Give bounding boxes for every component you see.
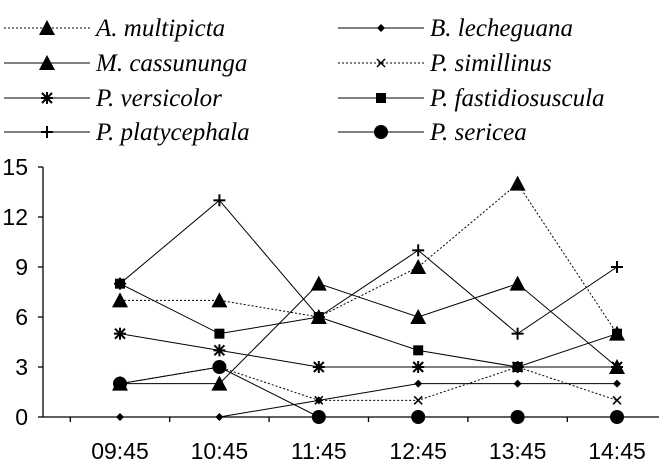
data-point bbox=[114, 327, 126, 340]
legend-item: A. multipicta bbox=[4, 15, 225, 42]
data-point bbox=[412, 361, 425, 373]
data-point bbox=[311, 410, 326, 424]
x-tick-label: 13:45 bbox=[489, 438, 547, 464]
legend-label: P. versicolor bbox=[95, 85, 222, 112]
series-a-multipicta bbox=[112, 175, 625, 341]
y-tick-label: 6 bbox=[15, 304, 28, 330]
legend-marker bbox=[39, 55, 55, 70]
x-tick-label: 12:45 bbox=[389, 438, 447, 464]
data-point bbox=[411, 410, 426, 424]
legend-label: P. fastidiosuscula bbox=[429, 85, 605, 112]
legend-item: M. cassununga bbox=[4, 50, 247, 77]
series-line bbox=[119, 283, 618, 368]
data-point bbox=[512, 362, 523, 372]
legend-item: P. sericea bbox=[338, 119, 527, 146]
data-point bbox=[513, 379, 522, 388]
legend-item: P. versicolor bbox=[4, 85, 222, 112]
series-line bbox=[119, 366, 617, 418]
data-point bbox=[212, 360, 227, 374]
data-point bbox=[112, 292, 128, 308]
y-tick-label: 0 bbox=[15, 404, 28, 430]
legend-item: P. platycephala bbox=[4, 119, 250, 146]
data-point bbox=[612, 328, 622, 339]
y-tick-label: 3 bbox=[15, 354, 28, 380]
legend-marker bbox=[376, 58, 386, 68]
series-line bbox=[119, 199, 618, 335]
data-point bbox=[613, 379, 621, 388]
data-point bbox=[310, 275, 327, 291]
legend-label: A. multipicta bbox=[94, 15, 225, 42]
data-point bbox=[314, 395, 324, 405]
data-point bbox=[213, 194, 226, 207]
data-point bbox=[215, 413, 224, 421]
legend-label: P. simillinus bbox=[429, 50, 552, 77]
legend-item: P. simillinus bbox=[338, 50, 552, 77]
data-point bbox=[509, 275, 526, 291]
series-p-versicolor bbox=[114, 327, 623, 373]
y-tick-label: 15 bbox=[2, 154, 28, 180]
legend-label: P. platycephala bbox=[95, 119, 250, 146]
data-point bbox=[410, 259, 427, 274]
data-point bbox=[312, 361, 325, 373]
legend-marker bbox=[41, 92, 53, 104]
data-point bbox=[213, 344, 226, 357]
x-tick-label: 14:45 bbox=[588, 438, 646, 464]
legend-label: P. sericea bbox=[429, 119, 527, 146]
legend-marker bbox=[374, 125, 388, 139]
data-point bbox=[610, 410, 624, 424]
data-point bbox=[510, 410, 525, 424]
data-point bbox=[612, 395, 622, 405]
legend-label: M. cassununga bbox=[95, 50, 247, 77]
legend-marker bbox=[41, 126, 53, 138]
x-tick-label: 10:45 bbox=[191, 438, 249, 464]
x-tick-label: 09:45 bbox=[91, 438, 149, 464]
data-point bbox=[413, 345, 424, 356]
data-point bbox=[211, 375, 228, 391]
data-point bbox=[116, 413, 124, 421]
data-point bbox=[312, 311, 325, 323]
series-b-lecheguana bbox=[116, 379, 621, 421]
data-point bbox=[412, 244, 425, 257]
legend-marker bbox=[376, 93, 386, 103]
data-point bbox=[414, 379, 423, 388]
legend: A. multipicta B. lecheguana M. cassununga P… bbox=[4, 15, 605, 146]
data-point bbox=[114, 277, 126, 290]
series-line bbox=[120, 383, 617, 418]
plot-area bbox=[112, 175, 625, 424]
data-point bbox=[511, 327, 524, 340]
series-p-sericea bbox=[113, 360, 624, 424]
legend-item: P. fastidiosuscula bbox=[338, 85, 605, 112]
data-point bbox=[509, 175, 526, 191]
series-line bbox=[120, 182, 618, 334]
legend-label: B. lecheguana bbox=[430, 15, 573, 42]
legend-item: B. lecheguana bbox=[338, 15, 573, 42]
data-point bbox=[214, 328, 225, 339]
y-tick-label: 9 bbox=[15, 254, 28, 280]
series-p-platycephala bbox=[114, 194, 623, 340]
series-p-fastidiosuscula bbox=[115, 278, 622, 372]
data-point bbox=[413, 395, 423, 405]
legend-marker bbox=[377, 24, 385, 32]
data-point bbox=[113, 376, 127, 391]
data-point bbox=[211, 292, 228, 308]
series-line bbox=[119, 333, 617, 368]
data-point bbox=[410, 309, 427, 324]
data-point bbox=[611, 361, 623, 373]
legend-marker bbox=[39, 20, 55, 35]
x-tick-label: 11:45 bbox=[291, 438, 347, 464]
series-line bbox=[120, 283, 618, 385]
y-tick-label: 12 bbox=[2, 204, 28, 230]
data-point bbox=[611, 261, 623, 273]
